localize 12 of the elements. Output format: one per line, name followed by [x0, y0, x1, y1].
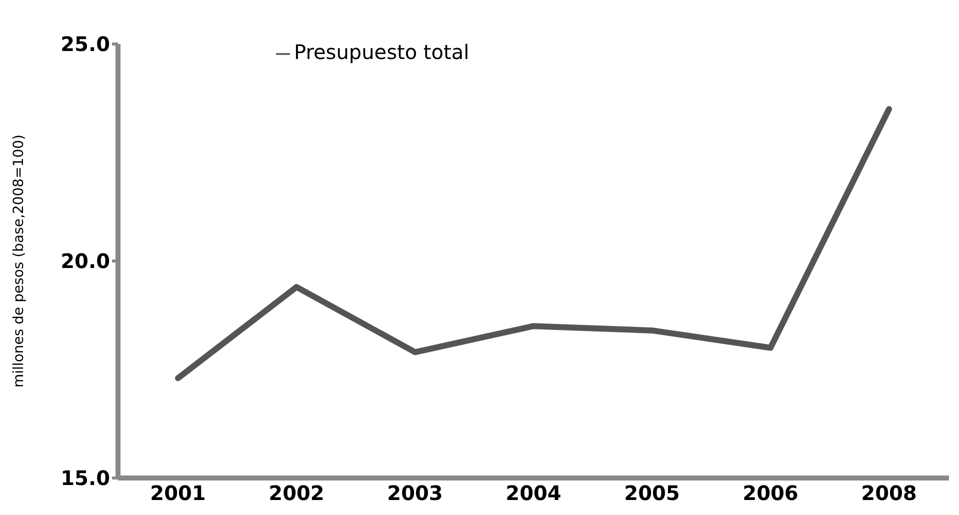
x-tick-label: 2002	[268, 481, 324, 506]
x-tick-label: 2001	[150, 481, 206, 506]
legend-label: Presupuesto total	[294, 40, 470, 64]
y-tick-label: 20.0	[60, 249, 110, 274]
y-axis-title: millones de pesos (base,2008=100)	[10, 134, 27, 388]
x-tick-label: 2006	[742, 481, 798, 506]
y-tick-label: 25.0	[60, 32, 110, 56]
x-tick-label: 2003	[387, 481, 443, 506]
x-tick-label: 2005	[624, 481, 680, 506]
x-tick-label: 2008	[861, 481, 917, 506]
y-tick-label: 15.0	[60, 466, 110, 490]
x-tick-label: 2004	[506, 481, 562, 506]
